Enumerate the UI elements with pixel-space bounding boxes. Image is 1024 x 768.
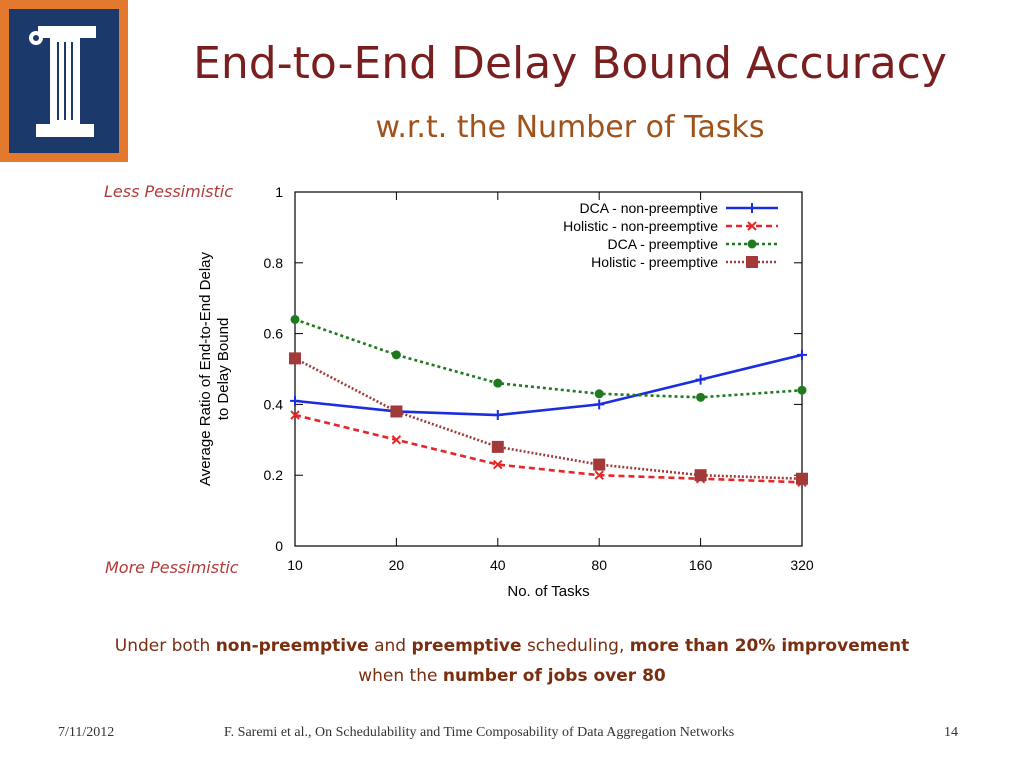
data-point [290,410,300,420]
data-point [290,395,300,406]
delay-ratio-chart: 0 0.2 0.4 0.6 0.8 1 10 20 40 80 160 320 No. of Tasks… [197,184,814,600]
x-tick-label: 40 [490,557,506,573]
data-point [290,314,300,324]
footer-date: 7/11/2012 [58,725,115,740]
summary-text-part: when the [358,666,443,686]
annotation-less-pessimistic: Less Pessimistic [104,182,234,201]
data-point [391,350,401,360]
footer-citation: F. Saremi et al., On Schedulability and … [224,725,735,740]
university-logo [0,0,128,162]
slide-title: End-to-End Delay Bound Accuracy [193,38,947,89]
summary-text-part: scheduling, [521,636,630,656]
x-axis-label: No. of Tasks [507,583,589,600]
x-tick-label: 10 [287,557,303,573]
legend-label: Holistic - preemptive [591,254,718,270]
data-point [289,352,301,365]
data-point [594,399,605,410]
y-tick-label: 1 [275,184,283,200]
data-point [747,203,757,213]
data-point [797,385,807,395]
summary-text-part: and [368,636,412,656]
y-axis-label: Average Ratio of End-to-End Delay [197,251,214,486]
y-axis-label: to Delay Bound [215,318,232,421]
legend-label: DCA - preemptive [608,236,719,252]
y-tick-label: 0.4 [264,396,284,412]
summary-text-part: Under both [114,636,216,656]
data-point [747,221,757,231]
series-line [294,357,803,481]
data-point [746,256,758,268]
summary-line-2: when the number of jobs over 80 [20,661,1004,691]
data-point [493,459,503,470]
y-tick-label: 0 [275,538,283,554]
y-tick-label: 0.2 [264,467,284,483]
data-point [696,392,706,402]
legend-label: DCA - non-preemptive [579,200,718,216]
x-tick-label: 20 [389,557,405,573]
summary-line-1: Under both non-preemptive and preemptive… [20,631,1004,661]
footer-page-number: 14 [944,725,958,740]
data-point [492,410,503,421]
data-point [493,378,503,388]
data-point [747,239,757,249]
annotation-more-pessimistic: More Pessimistic [105,558,239,577]
summary-emphasis-preemptive: preemptive [411,636,522,656]
data-point [491,440,504,453]
series-line [294,353,803,417]
summary-emphasis-improvement: more than 20% improvement [629,636,910,656]
data-point [593,458,606,471]
summary-emphasis-jobs: number of jobs over 80 [442,666,666,686]
plot-frame [294,191,803,547]
summary-text: Under both non-preemptive and preemptive… [20,631,1004,691]
data-point [594,389,604,399]
x-tick-label: 160 [689,557,713,573]
data-point [390,405,403,418]
data-point [391,435,402,445]
series-line [294,318,803,399]
data-point [594,470,604,480]
y-tick-label: 0.6 [264,326,284,342]
summary-emphasis-non-preemptive: non-preemptive [215,636,369,656]
x-tick-label: 80 [591,557,607,573]
legend-label: Holistic - non-preemptive [563,218,718,234]
y-tick-label: 0.8 [264,255,284,271]
series-line [294,413,803,484]
data-point [694,469,707,482]
illinois-i-mark-icon [29,26,96,137]
data-point [695,374,706,385]
data-point [797,349,807,360]
x-tick-label: 320 [790,557,814,573]
data-point [796,472,808,485]
slide-subtitle: w.r.t. the Number of Tasks [375,110,765,145]
